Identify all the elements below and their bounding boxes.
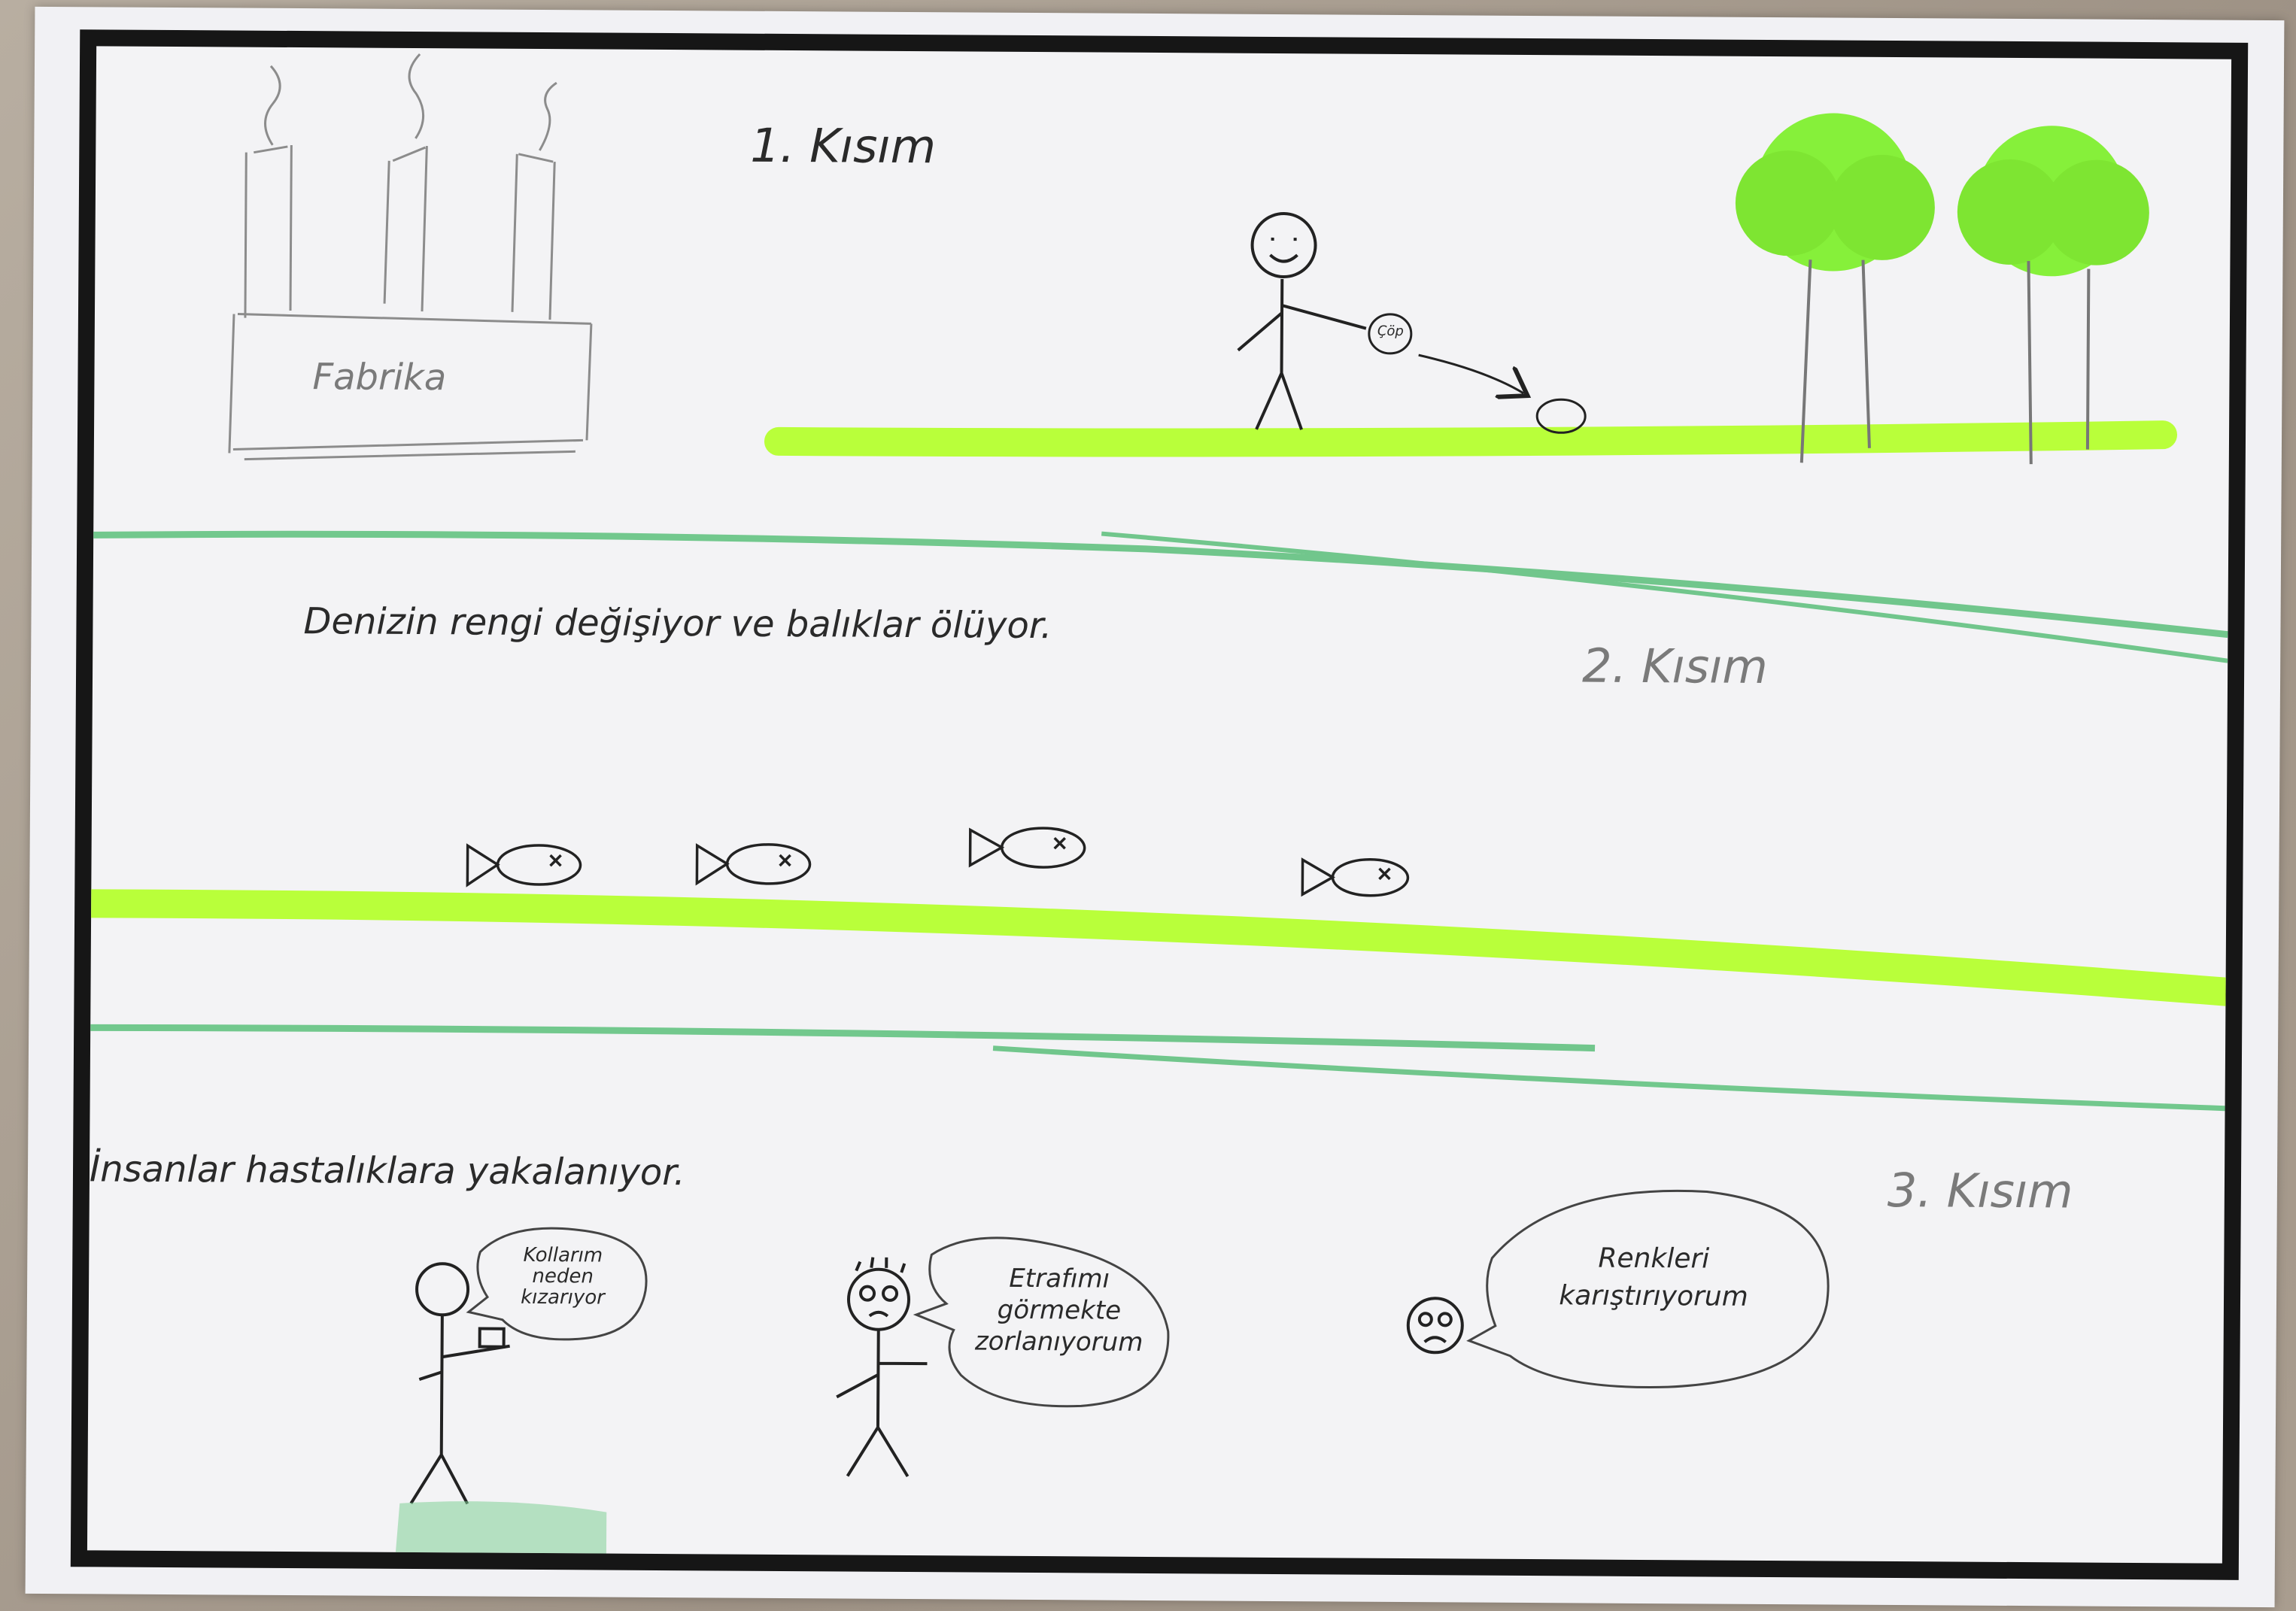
section3-title: 3. Kısım — [1887, 1162, 2073, 1219]
ground-highlight-1 — [764, 420, 2178, 457]
trash-label: Çöp — [1377, 323, 1404, 340]
section2-title: 2. Kısım — [1581, 638, 1769, 694]
grass-patch — [395, 1501, 607, 1554]
speech-bubble — [466, 1227, 648, 1341]
speech-bubble — [913, 1236, 1170, 1408]
sea-highlight — [87, 889, 2232, 1006]
dead-fish-icon — [466, 843, 582, 887]
tree-icon — [1735, 113, 1935, 463]
divider-2 — [90, 1024, 2225, 1112]
speech-bubble — [1466, 1189, 1830, 1389]
sick-person-icon — [409, 1262, 510, 1505]
section2-caption: Denizin rengi değişiyor ve balıklar ölüy… — [303, 600, 1052, 648]
dead-fish-icon — [1301, 857, 1410, 897]
dead-fish-icon — [968, 827, 1086, 869]
section3-caption: İnsanlar hastalıklara yakalanıyor. — [89, 1148, 685, 1194]
person-icon — [1237, 212, 1367, 430]
paper-sheet: 1. Kısım Fabrika Çöp Denizin rengi değiş… — [25, 6, 2285, 1608]
divider-1 — [93, 530, 2228, 663]
trash-bag-icon — [1368, 313, 1587, 434]
dead-fish-icon — [695, 843, 812, 886]
factory-icon — [228, 53, 593, 461]
drawing-scene: 1. Kısım Fabrika Çöp Denizin rengi değiş… — [87, 46, 2232, 1563]
drawing-frame: 1. Kısım Fabrika Çöp Denizin rengi değiş… — [70, 29, 2249, 1580]
sick-person-icon — [836, 1257, 928, 1478]
bubble1-text: Kollarım neden kızarıyor — [521, 1243, 605, 1309]
section1-title: 1. Kısım — [750, 117, 937, 174]
bubble2-text: Etrafımı görmekte zorlanıyorum — [974, 1263, 1143, 1358]
factory-label: Fabrika — [312, 356, 447, 399]
illustration — [87, 53, 2232, 1554]
tree-icon — [1957, 126, 2149, 465]
sick-face-icon — [1406, 1297, 1464, 1355]
bubble3-text: Renkleri karıştırıyorum — [1559, 1242, 1748, 1312]
